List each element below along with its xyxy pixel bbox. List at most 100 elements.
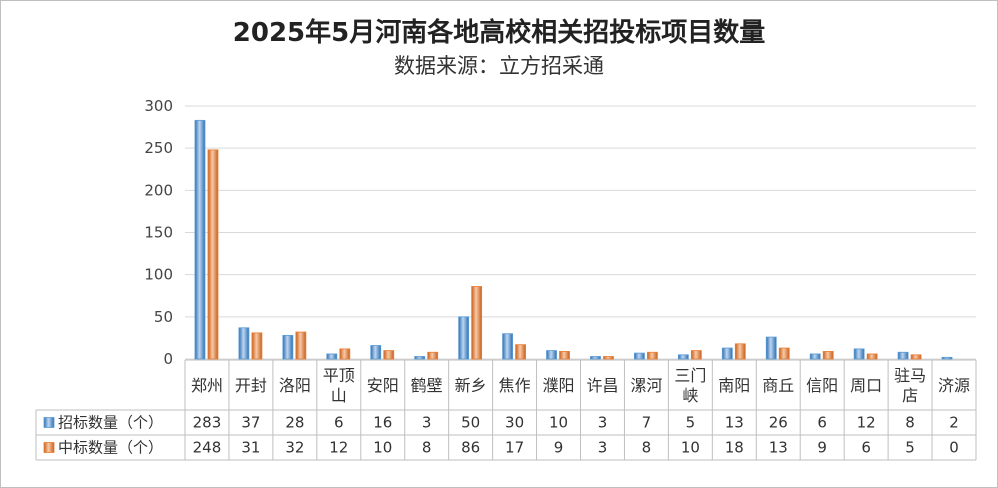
- bar-award-14: [778, 347, 790, 360]
- table-cell-value: 248: [193, 439, 222, 457]
- bar-award-2: [251, 332, 263, 360]
- category-label: 鹤壁: [411, 376, 443, 395]
- category-label: 信阳: [806, 376, 838, 395]
- bar-award-10: [603, 356, 614, 360]
- table-cell-value: 10: [681, 439, 700, 457]
- table-cell-value: 10: [549, 414, 568, 432]
- bar-bid-13: [721, 347, 733, 360]
- bar-award-7: [471, 286, 483, 360]
- category-label: 南阳: [718, 376, 750, 395]
- y-tick-label: 300: [144, 97, 173, 115]
- table-cell-value: 31: [241, 439, 260, 457]
- table-cell-value: 2: [949, 414, 959, 432]
- table-cell-value: 10: [373, 439, 392, 457]
- category-label: 商丘: [762, 376, 794, 395]
- bar-award-12: [690, 350, 702, 360]
- bar-award-16: [866, 353, 878, 360]
- category-label: 焦作: [499, 376, 531, 395]
- bar-bid-6: [414, 356, 426, 360]
- table-cell-value: 28: [285, 414, 304, 432]
- y-tick-label: 250: [144, 139, 173, 157]
- table-cell-value: 5: [905, 439, 915, 457]
- table-cell-value: 17: [505, 439, 524, 457]
- bar-award-6: [427, 351, 439, 360]
- chart-subtitle: 数据来源：立方招采通: [394, 54, 604, 78]
- category-label: 三门峡: [674, 366, 706, 405]
- bar-award-17: [910, 354, 922, 360]
- bar-bid-12: [677, 354, 689, 360]
- table-cell-value: 13: [769, 439, 788, 457]
- table-cell-value: 6: [861, 439, 871, 457]
- table-cell-value: 9: [817, 439, 827, 457]
- bar-bid-14: [765, 336, 777, 360]
- category-label: 郑州: [191, 376, 223, 395]
- table-cell-value: 6: [334, 414, 344, 432]
- y-tick-label: 150: [144, 224, 173, 242]
- category-label: 周口: [850, 376, 882, 395]
- legend-swatch-award: [43, 442, 55, 453]
- category-label: 平顶山: [323, 366, 355, 405]
- y-tick-label: 100: [144, 266, 173, 284]
- bar-bid-16: [853, 348, 865, 360]
- table-cell-value: 12: [857, 414, 876, 432]
- category-label: 濮阳: [543, 376, 575, 395]
- table-cell-value: 50: [461, 414, 480, 432]
- bar-bid-3: [282, 334, 294, 360]
- legend-label-bid: 招标数量（个）: [58, 414, 163, 432]
- category-label: 洛阳: [279, 376, 311, 395]
- bar-award-13: [734, 343, 746, 360]
- bar-bid-4: [326, 353, 338, 360]
- bars: [194, 119, 953, 360]
- bar-bid-9: [546, 350, 557, 360]
- chart-title: 2025年5月河南各地高校相关招投标项目数量: [232, 18, 766, 48]
- bar-award-5: [383, 350, 395, 360]
- table-cell-value: 16: [373, 414, 392, 432]
- gridlines: [185, 105, 976, 360]
- bar-bid-17: [897, 351, 909, 360]
- y-tick-label: 0: [163, 350, 173, 368]
- y-tick-label: 50: [154, 308, 173, 326]
- bar-bid-1: [194, 119, 206, 360]
- table-cell-value: 26: [769, 414, 788, 432]
- bar-award-15: [822, 351, 834, 360]
- table-cell-value: 3: [422, 414, 432, 432]
- table-cell-value: 6: [817, 414, 827, 432]
- table-cell-value: 8: [422, 439, 432, 457]
- category-label: 开封: [235, 376, 267, 395]
- y-tick-label: 200: [144, 181, 173, 199]
- table-cell-value: 8: [642, 439, 652, 457]
- category-label: 新乡: [455, 376, 487, 395]
- bar-award-9: [559, 351, 570, 360]
- bar-bid-2: [238, 327, 250, 360]
- table-cell-value: 12: [329, 439, 348, 457]
- bar-bid-18: [941, 356, 953, 360]
- bar-bid-10: [590, 356, 601, 360]
- category-label: 许昌: [586, 376, 618, 395]
- table-cell-value: 86: [461, 439, 480, 457]
- table-cell-value: 18: [725, 439, 744, 457]
- table-cell-value: 3: [598, 439, 608, 457]
- bar-award-4: [339, 348, 351, 360]
- table-cell-value: 13: [725, 414, 744, 432]
- legend-swatch-bid: [43, 417, 55, 428]
- bar-award-1: [207, 149, 219, 360]
- table-cell-value: 7: [642, 414, 652, 432]
- table-cell-value: 3: [598, 414, 608, 432]
- bar-bid-15: [809, 353, 821, 360]
- bar-bid-5: [370, 345, 382, 360]
- table-cell-value: 283: [193, 414, 222, 432]
- category-label: 漯河: [630, 376, 662, 395]
- table-cell-value: 5: [686, 414, 696, 432]
- category-label: 安阳: [367, 376, 399, 395]
- bar-award-11: [647, 351, 658, 360]
- table-cell-value: 8: [905, 414, 915, 432]
- bar-bid-11: [634, 352, 645, 360]
- table-cell-value: 0: [949, 439, 959, 457]
- legend-label-award: 中标数量（个）: [58, 439, 163, 457]
- category-label: 驻马店: [894, 366, 926, 405]
- bar-award-8: [515, 344, 526, 360]
- table-cell-value: 32: [285, 439, 304, 457]
- y-axis: 0 50 100 150 200 250 300: [144, 97, 173, 368]
